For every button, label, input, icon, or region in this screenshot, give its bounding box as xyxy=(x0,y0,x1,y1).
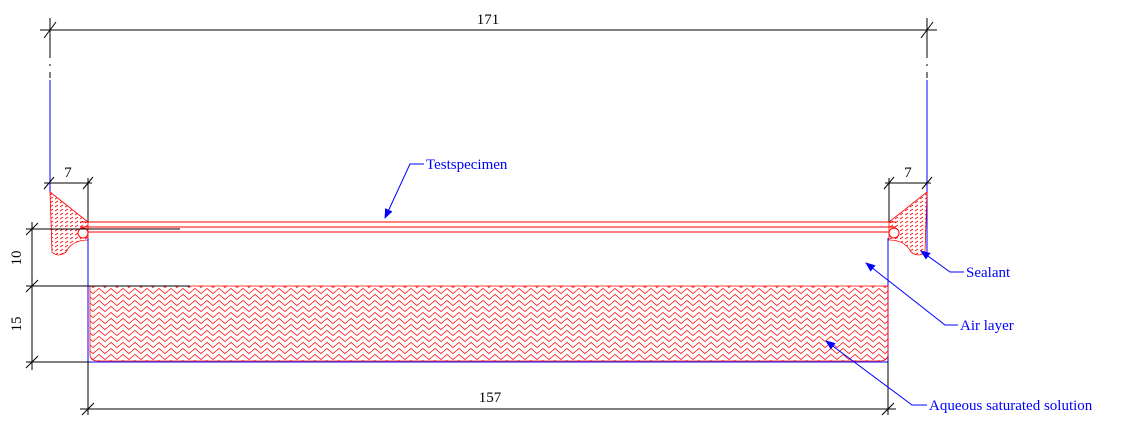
dim-label: 171 xyxy=(477,12,500,28)
dim-label: 10 xyxy=(9,251,25,266)
label: Testspecimen xyxy=(426,157,508,173)
specimen xyxy=(77,221,900,239)
dim-157: 157 xyxy=(80,362,896,416)
solution xyxy=(89,285,889,362)
dim-label: 15 xyxy=(9,317,25,332)
dim-label: 7 xyxy=(64,165,72,181)
dim-7-left: 7 xyxy=(43,165,94,222)
leader xyxy=(865,262,958,326)
dim-label: 157 xyxy=(479,390,502,406)
dim-vertical: 10 15 xyxy=(9,222,190,370)
dim-label: 7 xyxy=(904,165,912,181)
sealant-left xyxy=(49,191,89,256)
leader xyxy=(384,163,424,219)
label: Aqueous saturated solution xyxy=(929,398,1093,414)
label: Sealant xyxy=(966,265,1011,281)
dim-171: 171 xyxy=(40,12,937,78)
dim-7-right: 7 xyxy=(883,165,933,222)
leader xyxy=(920,250,964,273)
label: Air layer xyxy=(960,318,1014,334)
sealant-right xyxy=(888,191,928,256)
leader xyxy=(825,340,927,406)
